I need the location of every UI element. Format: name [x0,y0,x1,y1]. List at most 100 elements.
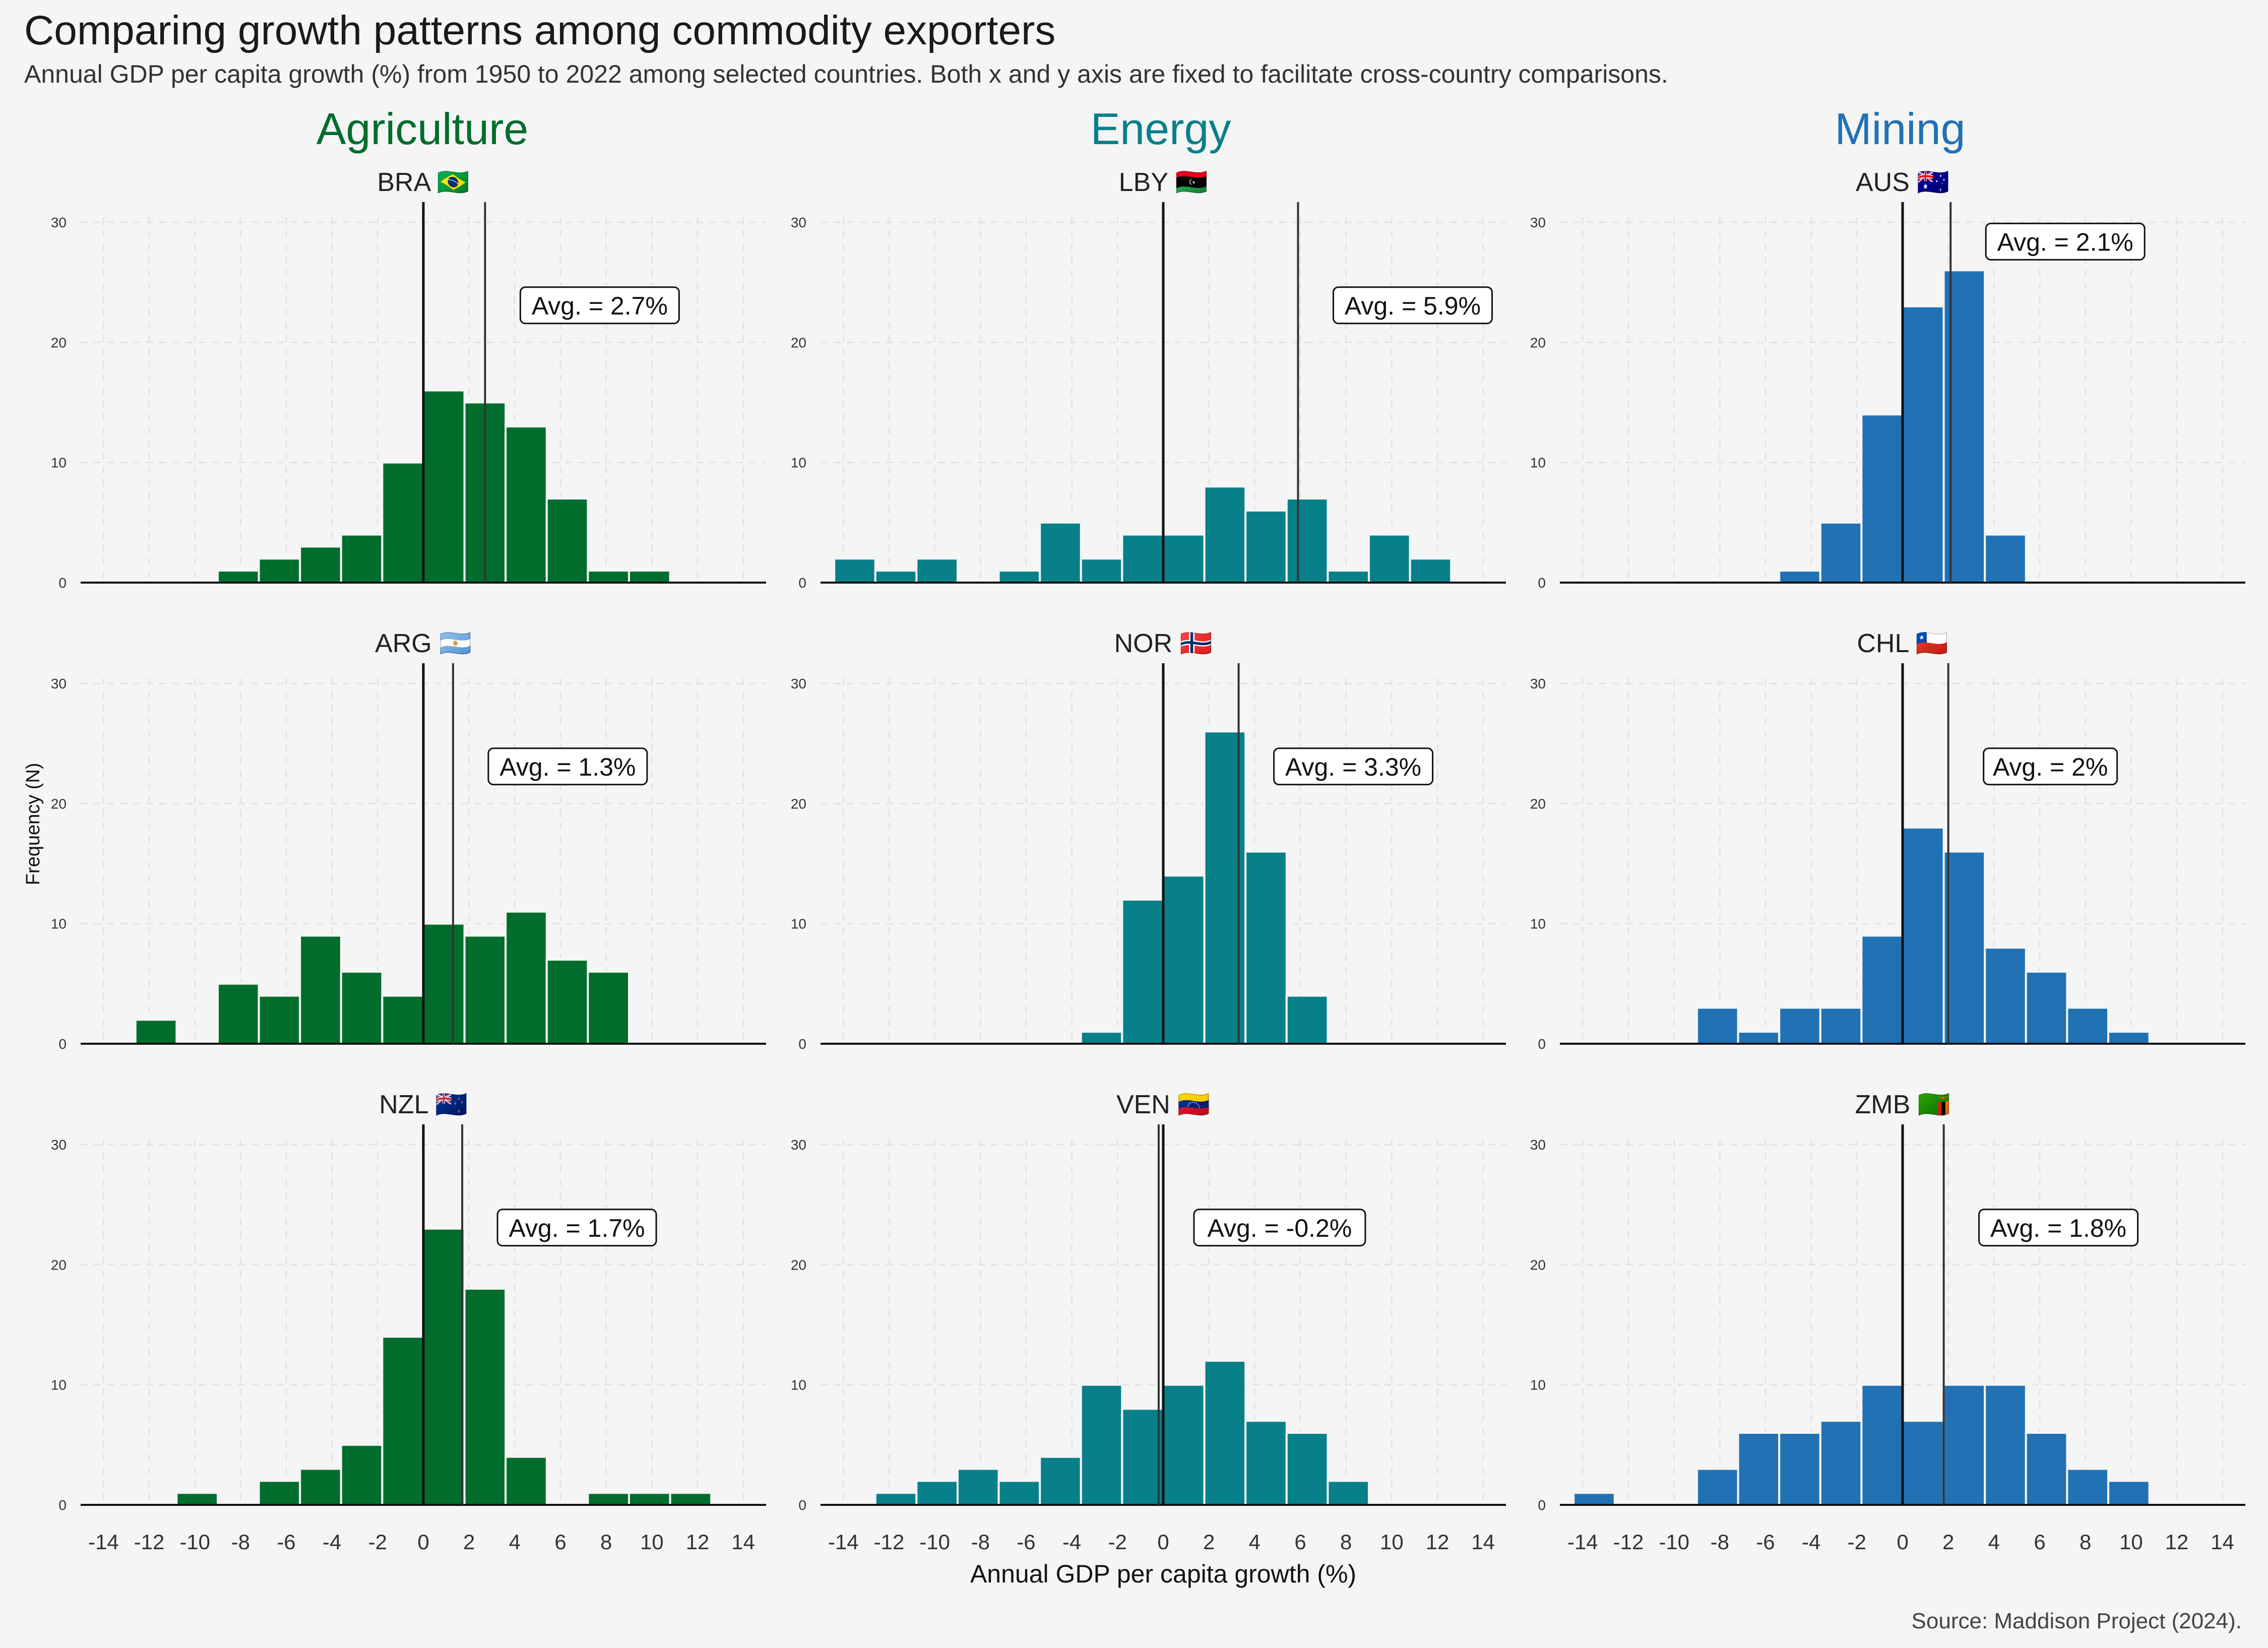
histogram-bar [628,1492,671,1506]
y-tick-label: 20 [791,1257,806,1273]
x-tick-label: -2 [368,1530,387,1554]
average-label: Avg. = -0.2% [1208,1214,1352,1242]
y-tick-label: 10 [51,1377,67,1393]
average-label: Avg. = 2% [1993,753,2108,781]
y-tick-label: 30 [51,215,67,230]
average-label-box [496,1209,657,1247]
x-tick-label: 8 [2080,1530,2091,1554]
x-tick-label: -10 [1659,1530,1689,1554]
y-tick-label: 20 [51,1257,67,1273]
x-tick-label: 10 [640,1530,664,1554]
histogram-bar [1572,1492,1616,1506]
histogram-bar [1203,485,1247,584]
y-tick-label: 10 [51,455,67,471]
y-tick-label: 0 [798,1036,806,1052]
histogram-bar [1080,1031,1123,1045]
y-tick-label: 20 [791,796,806,811]
panel-title: ZMB 🇿🇲 [1855,1090,1950,1119]
histogram-bar [957,1468,1000,1506]
histogram-bar [874,1492,918,1506]
histogram-bar [1984,1383,2027,1506]
histogram-bar [1778,569,1821,584]
x-tick-label: 0 [1157,1530,1169,1554]
y-tick-label: 10 [1530,916,1546,932]
histogram-bar [2025,1432,2068,1506]
x-tick-label: -14 [1567,1530,1598,1554]
histogram-bar [463,1288,507,1506]
histogram-bar [381,994,425,1045]
y-tick-label: 30 [791,676,806,691]
histogram-bar [2107,1480,2151,1506]
y-tick-label: 20 [51,796,67,811]
histogram-bar [175,1492,219,1506]
histogram-bar [340,971,384,1045]
histogram-bar [1778,1006,1821,1045]
average-label-box [1985,222,2146,261]
x-tick-label: -14 [88,1530,119,1554]
histogram-bar [2025,971,2068,1045]
histogram-bar [2066,1468,2109,1506]
average-label-box [1193,1209,1366,1247]
histogram-bar [1819,1420,1863,1506]
histogram-bar [915,557,959,584]
y-tick-label: 20 [51,335,67,350]
average-label-box [1273,747,1434,786]
histogram-bar [505,910,548,1045]
y-tick-label: 10 [791,1377,806,1393]
x-tick-label: -4 [323,1530,341,1554]
histogram-bar [1244,1420,1288,1506]
x-tick-label: 4 [1249,1530,1261,1554]
histogram-bar [1080,557,1123,584]
panel-title: NOR 🇳🇴 [1114,629,1213,658]
y-tick-label: 20 [1530,796,1546,811]
histogram-bar [1902,1420,1945,1506]
histogram-bar [505,425,548,584]
histogram-bar [1327,1480,1370,1506]
x-axis-label: Annual GDP per capita growth (%) [970,1560,1356,1588]
x-tick-label: -10 [179,1530,210,1554]
histogram-bar [545,497,589,584]
category-title-agriculture: Agriculture [316,104,529,154]
x-tick-label: 12 [686,1530,710,1554]
average-label-box [1332,286,1493,325]
x-tick-label: -8 [231,1530,250,1554]
histogram-bar [299,545,342,584]
x-tick-label: 0 [417,1530,429,1554]
x-tick-label: 10 [1380,1530,1404,1554]
histogram-bar [1409,557,1453,584]
histogram-bar [299,1468,342,1506]
average-label-box [519,286,680,325]
histogram-bar [1162,874,1206,1045]
y-axis-label: Frequency (N) [23,763,44,885]
histogram-bar [1902,305,1945,584]
histogram-bar [1121,1408,1164,1506]
histogram-bar [422,922,466,1045]
histogram-bar [545,959,589,1045]
y-tick-label: 30 [1530,676,1546,691]
x-tick-label: 4 [509,1530,521,1554]
histogram-bar [381,1336,425,1506]
y-tick-label: 0 [1538,1036,1546,1052]
histogram-bar [997,1480,1041,1506]
histogram-bar [1819,521,1863,584]
histogram-bar [505,1455,548,1506]
histogram-bar [1121,533,1164,584]
panel-title: NZL 🇳🇿 [379,1090,468,1119]
x-tick-label: 2 [463,1530,475,1554]
y-tick-label: 0 [798,575,806,591]
y-tick-label: 0 [58,575,67,591]
source-note: Source: Maddison Project (2024). [1911,1609,2242,1633]
y-tick-label: 30 [791,1137,806,1153]
histogram-bar [217,569,260,584]
histogram-bar [1984,533,2027,584]
histogram-bar [1121,899,1164,1045]
category-title-energy: Energy [1090,104,1231,154]
histogram-bar [669,1492,713,1506]
histogram-bar [422,389,466,584]
histogram-bar [1039,521,1082,584]
histogram-bar [833,557,876,584]
histogram-bar [1984,946,2027,1045]
average-label-box [1978,1209,2139,1247]
x-tick-label: -8 [971,1530,990,1554]
